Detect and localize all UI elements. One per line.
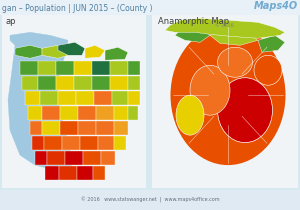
Bar	[60, 106, 78, 120]
Bar	[128, 91, 140, 105]
FancyBboxPatch shape	[0, 0, 300, 15]
Bar	[92, 61, 110, 75]
Bar	[30, 121, 42, 135]
Bar	[94, 91, 112, 105]
Ellipse shape	[190, 65, 230, 115]
Polygon shape	[105, 47, 128, 60]
Ellipse shape	[218, 78, 272, 143]
Bar	[110, 76, 128, 90]
Polygon shape	[85, 45, 105, 58]
Text: ap: ap	[5, 17, 16, 26]
Bar	[96, 106, 114, 120]
Bar	[0, 190, 300, 210]
Ellipse shape	[170, 25, 286, 165]
Bar	[78, 106, 96, 120]
Bar	[74, 61, 92, 75]
Bar	[83, 151, 101, 165]
Bar	[28, 106, 42, 120]
Bar	[112, 91, 128, 105]
Bar	[35, 151, 47, 165]
Bar	[101, 151, 115, 165]
Bar	[44, 136, 62, 150]
Bar	[56, 76, 74, 90]
Ellipse shape	[254, 55, 282, 85]
Bar	[58, 91, 76, 105]
Polygon shape	[42, 45, 68, 58]
Bar	[38, 76, 56, 90]
Bar	[42, 106, 60, 120]
Text: © 2016   www.statswanger.net  |  www.maps4office.com: © 2016 www.statswanger.net | www.maps4of…	[81, 197, 219, 203]
Bar	[78, 121, 96, 135]
Bar	[40, 91, 58, 105]
Polygon shape	[258, 35, 285, 52]
Bar	[92, 76, 110, 90]
Bar	[96, 121, 114, 135]
Bar	[42, 121, 60, 135]
Bar	[65, 151, 83, 165]
Polygon shape	[175, 25, 210, 42]
Text: Anamorphic Map: Anamorphic Map	[158, 17, 229, 26]
Bar	[60, 121, 78, 135]
Bar	[45, 166, 59, 180]
Polygon shape	[58, 42, 85, 55]
Bar	[93, 166, 105, 180]
Bar	[38, 61, 56, 75]
Bar	[80, 136, 98, 150]
Bar	[74, 76, 92, 90]
Bar	[114, 136, 126, 150]
Bar	[76, 91, 94, 105]
Polygon shape	[165, 18, 285, 38]
Bar	[110, 61, 128, 75]
Bar	[56, 61, 74, 75]
FancyBboxPatch shape	[152, 10, 298, 188]
Bar	[20, 61, 38, 75]
Bar	[114, 121, 128, 135]
Ellipse shape	[176, 95, 204, 135]
Bar	[98, 136, 114, 150]
Polygon shape	[15, 45, 42, 58]
Ellipse shape	[218, 47, 253, 77]
Text: © 2016: © 2016	[215, 23, 234, 28]
Polygon shape	[210, 28, 258, 45]
Bar	[47, 151, 65, 165]
Bar	[32, 136, 44, 150]
Polygon shape	[8, 32, 75, 170]
Text: Maps4O: Maps4O	[254, 1, 298, 11]
Bar	[25, 91, 40, 105]
Bar	[22, 76, 38, 90]
Bar	[128, 61, 140, 75]
Bar	[128, 106, 138, 120]
Text: gan – Population | JUN 2015 – (County ): gan – Population | JUN 2015 – (County )	[2, 4, 152, 13]
Bar	[114, 106, 128, 120]
Bar	[59, 166, 77, 180]
Bar	[128, 76, 140, 90]
Bar	[62, 136, 80, 150]
FancyBboxPatch shape	[2, 10, 146, 188]
Bar	[77, 166, 93, 180]
